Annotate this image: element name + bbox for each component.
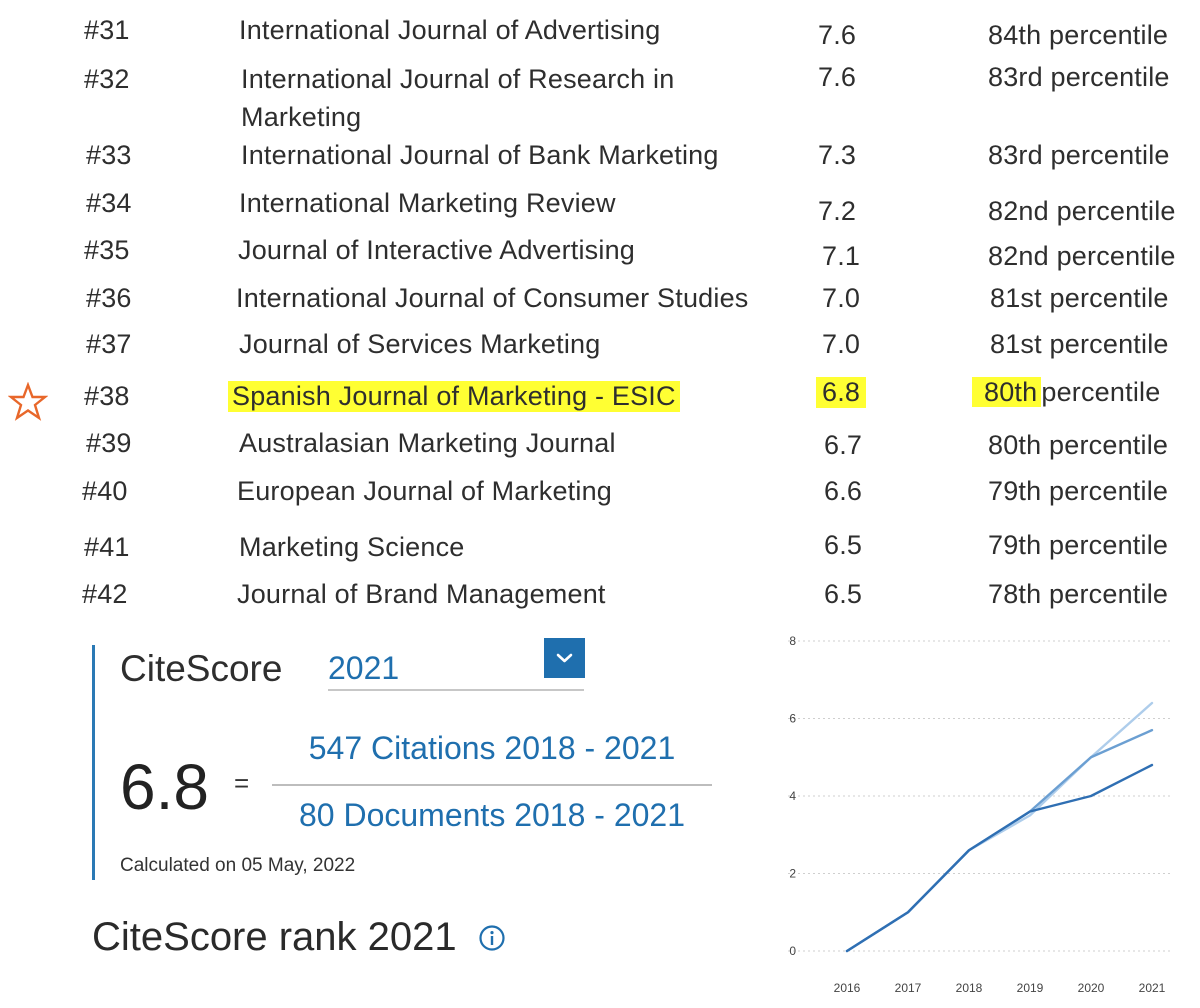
citescore-panel (92, 645, 735, 880)
documents-link[interactable]: 80 Documents 2018 - 2021 (298, 797, 686, 833)
series-line-series-1 (845, 763, 1154, 953)
series-line-series-2 (845, 728, 1154, 953)
calculated-date: Calculated on 05 May, 2022 (120, 855, 356, 876)
rank-number: #34 (86, 188, 132, 218)
journal-name[interactable]: European Journal of Marketing (237, 476, 613, 506)
citescore-value: 7.2 (818, 196, 857, 226)
chart-grid (788, 640, 1170, 952)
x-tick-label: 2020 (1078, 981, 1105, 995)
table-row[interactable]: #34 International Marketing Review 7.2 8… (0, 188, 1200, 228)
rank-number: #38 (84, 381, 130, 411)
rank-number: #42 (82, 579, 128, 609)
rank-number: #41 (84, 532, 130, 562)
table-row[interactable]: #32 International Journal of Research in… (0, 60, 1200, 138)
percentile: 80th percentile (988, 430, 1169, 460)
y-tick-label: 2 (789, 867, 796, 881)
journal-name[interactable]: Journal of Services Marketing (239, 329, 601, 359)
rank-number: #36 (86, 283, 132, 313)
y-tick-label: 4 (789, 789, 796, 803)
citescore-value: 6.8 (816, 377, 867, 408)
rank-number: #32 (84, 64, 130, 94)
table-row[interactable]: #41 Marketing Science 6.5 79th percentil… (0, 530, 1200, 572)
year-select[interactable]: 2021 (328, 650, 584, 691)
journal-name[interactable]: International Marketing Review (239, 188, 616, 218)
rank-number: #39 (86, 428, 132, 458)
percentile: 80th percentile (972, 377, 1160, 408)
citescore-trend-chart: 0 2 4 6 8 2016 2017 2018 2019 2020 2021 (788, 634, 1170, 995)
table-row[interactable]: #37 Journal of Services Marketing 7.0 81… (0, 329, 1200, 369)
journal-name[interactable]: International Journal of Research in Mar… (241, 64, 675, 132)
journal-name[interactable]: Spanish Journal of Marketing - ESIC (228, 381, 680, 412)
x-tick-label: 2016 (834, 981, 861, 995)
citescore-value: 7.0 (822, 329, 861, 359)
percentile: 83rd percentile (988, 140, 1170, 170)
journal-name[interactable]: International Journal of Bank Marketing (241, 140, 719, 170)
journal-name[interactable]: Journal of Brand Management (237, 579, 606, 609)
rank-number: #35 (84, 235, 130, 265)
journal-name[interactable]: Journal of Interactive Advertising (238, 235, 636, 265)
citescore-rank-title: CiteScore rank 2021 (92, 915, 457, 959)
citescore-value-large: 6.8 (120, 751, 209, 823)
percentile: 78th percentile (988, 579, 1169, 609)
series-line-series-3 (845, 701, 1154, 953)
citescore-value: 6.5 (824, 530, 863, 560)
table-row[interactable]: #40 European Journal of Marketing 6.6 79… (0, 476, 1200, 516)
percentile-number: 80th (972, 377, 1042, 407)
table-row[interactable]: #36 International Journal of Consumer St… (0, 283, 1200, 323)
x-axis-ticks: 2016 2017 2018 2019 2020 2021 (834, 981, 1166, 995)
citescore-title: CiteScore (120, 648, 283, 689)
table-row[interactable]: #31 International Journal of Advertising… (0, 15, 1200, 55)
y-tick-label: 8 (789, 634, 796, 648)
citescore-value: 7.1 (822, 241, 861, 271)
percentile: 79th percentile (988, 530, 1169, 560)
journal-name[interactable]: International Journal of Advertising (239, 15, 661, 45)
table-row[interactable]: #33 International Journal of Bank Market… (0, 140, 1200, 180)
y-tick-label: 6 (789, 712, 796, 726)
citescore-value: 6.6 (824, 476, 863, 506)
journal-name[interactable]: Australasian Marketing Journal (239, 428, 616, 458)
x-tick-label: 2017 (895, 981, 922, 995)
percentile: 82nd percentile (988, 241, 1176, 271)
info-icon[interactable] (478, 924, 506, 952)
x-tick-label: 2021 (1139, 981, 1166, 995)
journal-name[interactable]: Marketing Science (239, 532, 465, 562)
chevron-down-icon (556, 653, 573, 663)
percentile: 79th percentile (988, 476, 1169, 506)
x-tick-label: 2018 (956, 981, 983, 995)
fraction-divider (272, 784, 712, 786)
year-dropdown-button[interactable] (544, 638, 585, 678)
citescore-value: 7.6 (818, 20, 857, 50)
favorite-star-icon[interactable] (8, 382, 48, 422)
percentile: 82nd percentile (988, 196, 1176, 226)
percentile-word: percentile (1041, 377, 1161, 407)
citations-link[interactable]: 547 Citations 2018 - 2021 (308, 730, 676, 766)
equals-sign: = (234, 768, 250, 798)
table-row[interactable]: #35 Journal of Interactive Advertising 7… (0, 235, 1200, 275)
percentile: 83rd percentile (988, 62, 1170, 92)
rank-number: #40 (82, 476, 128, 506)
x-tick-label: 2019 (1017, 981, 1044, 995)
chart-series (845, 701, 1154, 953)
percentile: 81st percentile (990, 329, 1169, 359)
rank-number: #33 (86, 140, 132, 170)
y-tick-label: 0 (789, 944, 796, 958)
y-axis-ticks: 0 2 4 6 8 (789, 634, 796, 958)
citescore-value: 6.5 (824, 579, 863, 609)
percentile: 84th percentile (988, 20, 1169, 50)
percentile: 81st percentile (990, 283, 1169, 313)
citescore-value: 7.6 (818, 62, 857, 92)
citescore-value: 7.0 (822, 283, 861, 313)
citescore-value: 7.3 (818, 140, 857, 170)
table-row[interactable]: #42 Journal of Brand Management 6.5 78th… (0, 579, 1200, 619)
table-row[interactable]: #39 Australasian Marketing Journal 6.7 8… (0, 428, 1200, 468)
journal-name[interactable]: International Journal of Consumer Studie… (236, 283, 749, 313)
citescore-value: 6.7 (824, 430, 863, 460)
rank-number: #37 (86, 329, 132, 359)
table-row-highlighted[interactable]: #38 Spanish Journal of Marketing - ESIC … (0, 377, 1200, 421)
rank-number: #31 (84, 15, 130, 45)
